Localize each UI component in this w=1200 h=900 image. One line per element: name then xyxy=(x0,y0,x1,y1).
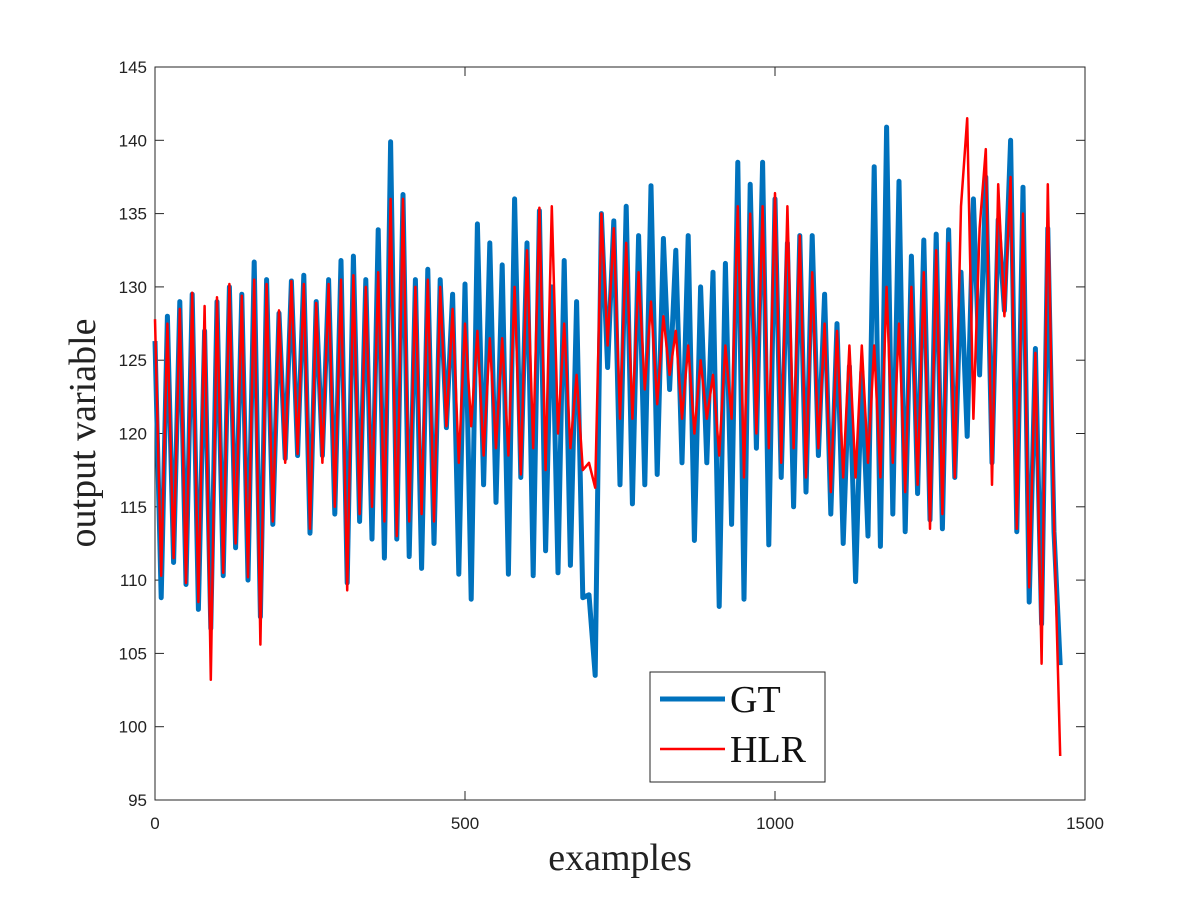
x-tick-label: 0 xyxy=(150,814,159,833)
y-tick-label: 105 xyxy=(119,644,147,663)
y-tick-label: 115 xyxy=(120,498,147,517)
y-tick-label: 145 xyxy=(119,58,147,77)
series-line xyxy=(153,117,1062,757)
legend-label: HLR xyxy=(730,729,807,771)
y-tick-label: 130 xyxy=(119,278,147,297)
y-tick-label: 95 xyxy=(128,791,147,810)
x-tick-label: 500 xyxy=(451,814,479,833)
legend-box xyxy=(649,671,826,783)
y-tick-label: 110 xyxy=(120,571,147,590)
legend-label: GT xyxy=(730,679,781,721)
y-tick-label: 120 xyxy=(119,425,147,444)
y-tick-label: 135 xyxy=(119,205,147,224)
x-axis-label: examples xyxy=(548,837,692,879)
y-axis-label: output variable xyxy=(62,319,104,548)
x-tick-label: 1000 xyxy=(756,814,794,833)
x-tick-label: 1500 xyxy=(1066,814,1104,833)
y-tick-label: 140 xyxy=(119,131,147,150)
y-tick-label: 100 xyxy=(119,718,147,737)
y-tick-label: 125 xyxy=(119,351,147,370)
